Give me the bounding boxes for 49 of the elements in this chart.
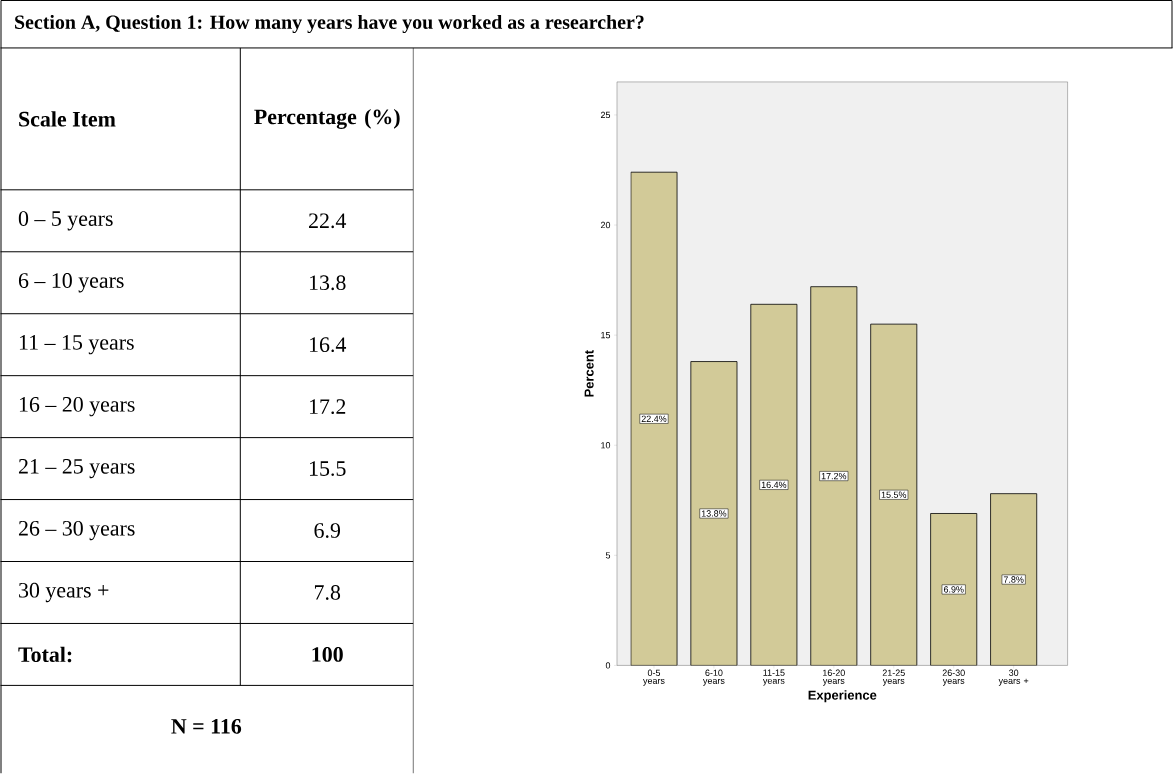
x-tick-label: 0-5 years xyxy=(643,669,665,686)
y-tick-label: 0 xyxy=(605,662,611,669)
data-label: 16.4% xyxy=(761,481,787,489)
bar xyxy=(630,172,678,666)
bar xyxy=(750,304,797,666)
x-tick-label: 26-30 years xyxy=(942,669,965,686)
text: 6.9 xyxy=(314,523,341,539)
text: 21 – 25 years xyxy=(18,459,135,479)
x-tick-label: 30 years + xyxy=(998,669,1029,686)
text: Scale Item xyxy=(19,111,116,127)
text: 6 – 10 years xyxy=(18,273,124,293)
bar xyxy=(870,324,917,666)
y-tick-label: 10 xyxy=(601,442,611,449)
data-label: 7.8% xyxy=(1003,576,1024,583)
text: Section A, Question 1: How many years have you worked as a researcher? xyxy=(15,14,644,34)
text: 17.2 xyxy=(309,399,346,415)
text: 30 years + xyxy=(19,582,109,603)
x-tick-label: 21-25 years xyxy=(882,669,905,686)
x-tick-label: 11-15 years xyxy=(762,669,785,686)
text: 22.4 xyxy=(309,213,347,229)
bar xyxy=(690,361,737,666)
text: 16 – 20 years xyxy=(19,397,135,417)
text: 100 xyxy=(312,647,343,662)
x-axis-title: Experience xyxy=(808,690,877,703)
text: 15.5 xyxy=(309,461,346,477)
text: N = 116 xyxy=(171,719,242,734)
text: 7.8 xyxy=(314,585,341,600)
data-label: 15.5% xyxy=(881,491,907,499)
text: 26 – 30 years xyxy=(18,520,135,541)
y-axis-title: Percent xyxy=(584,350,594,397)
y-tick-label: 20 xyxy=(600,221,611,229)
bar xyxy=(810,286,857,666)
data-label: 13.8% xyxy=(701,510,727,517)
text: Percentage (%) xyxy=(254,108,400,129)
x-tick-label: 16-20 years xyxy=(822,669,845,686)
bar xyxy=(930,513,977,666)
data-label: 22.4% xyxy=(641,415,667,423)
text: 16.4 xyxy=(309,337,347,353)
y-tick-label: 25 xyxy=(600,111,611,119)
text: Total: xyxy=(18,646,72,663)
data-label: 6.9% xyxy=(943,586,964,593)
bar xyxy=(990,493,1038,666)
text: 13.8 xyxy=(309,275,346,291)
text: 0 – 5 years xyxy=(18,211,113,231)
y-tick-label: 15 xyxy=(601,332,611,339)
text: 11 – 15 years xyxy=(19,335,134,355)
data-label: 17.2% xyxy=(821,472,847,480)
x-tick-label: 6-10 years xyxy=(702,669,725,686)
y-tick-label: 5 xyxy=(605,552,611,559)
